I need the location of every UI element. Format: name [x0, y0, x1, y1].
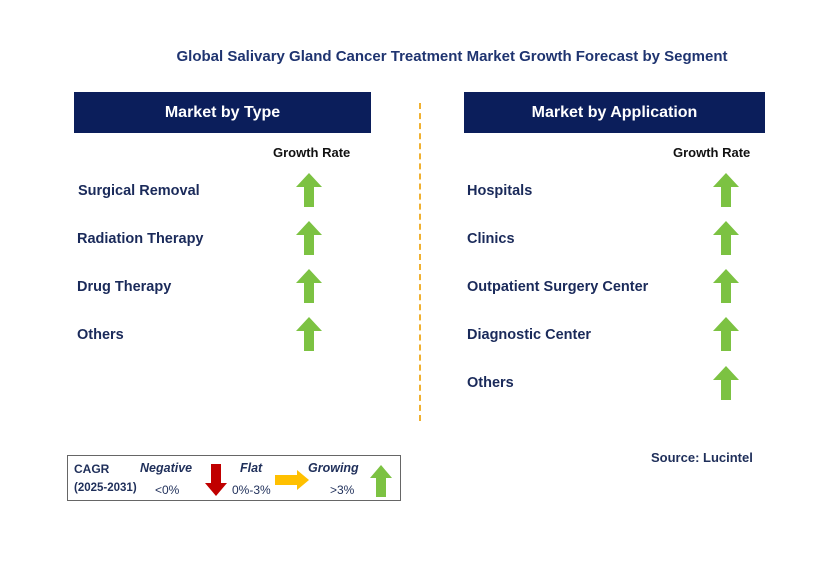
- up-arrow-icon: [296, 173, 322, 207]
- legend-cagr-label: CAGR: [74, 462, 110, 476]
- legend-growing-range: >3%: [330, 483, 355, 497]
- up-arrow-icon: [296, 221, 322, 255]
- right-item-label: Hospitals: [467, 183, 533, 199]
- right-arrow-icon: [275, 470, 309, 490]
- source-label: Source: Lucintel: [651, 450, 753, 465]
- up-arrow-icon: [713, 317, 739, 351]
- left-item-label: Others: [77, 327, 124, 343]
- legend-growing-label: Growing: [308, 461, 359, 475]
- legend-period-label: (2025-2031): [74, 482, 137, 494]
- left-growth-rate-label: Growth Rate: [273, 145, 351, 160]
- right-item-label: Others: [467, 375, 514, 391]
- right-item-label: Diagnostic Center: [467, 327, 592, 343]
- legend-negative-label: Negative: [140, 461, 193, 475]
- right-growth-rate-label: Growth Rate: [673, 145, 751, 160]
- legend-flat-label: Flat: [240, 461, 263, 475]
- up-arrow-icon: [713, 366, 739, 400]
- legend-negative-range: <0%: [155, 483, 180, 497]
- up-arrow-icon: [713, 173, 739, 207]
- left-item-label: Drug Therapy: [77, 279, 172, 295]
- up-arrow-icon: [713, 221, 739, 255]
- up-arrow-icon: [713, 269, 739, 303]
- up-arrow-icon: [296, 317, 322, 351]
- up-arrow-icon: [296, 269, 322, 303]
- left-item-label: Radiation Therapy: [77, 231, 204, 247]
- panel-divider: [419, 103, 421, 421]
- down-arrow-icon: [205, 464, 227, 496]
- cagr-legend: CAGR (2025-2031) Negative <0% Flat 0%-3%…: [67, 455, 401, 501]
- right-item-label: Outpatient Surgery Center: [467, 279, 649, 295]
- left-panel-header: Market by Type: [74, 92, 371, 133]
- right-item-label: Clinics: [467, 231, 515, 247]
- right-panel-header: Market by Application: [464, 92, 765, 133]
- page-title: Global Salivary Gland Cancer Treatment M…: [176, 48, 728, 65]
- left-item-label: Surgical Removal: [78, 183, 200, 199]
- up-arrow-icon: [370, 465, 392, 497]
- legend-flat-range: 0%-3%: [232, 483, 271, 497]
